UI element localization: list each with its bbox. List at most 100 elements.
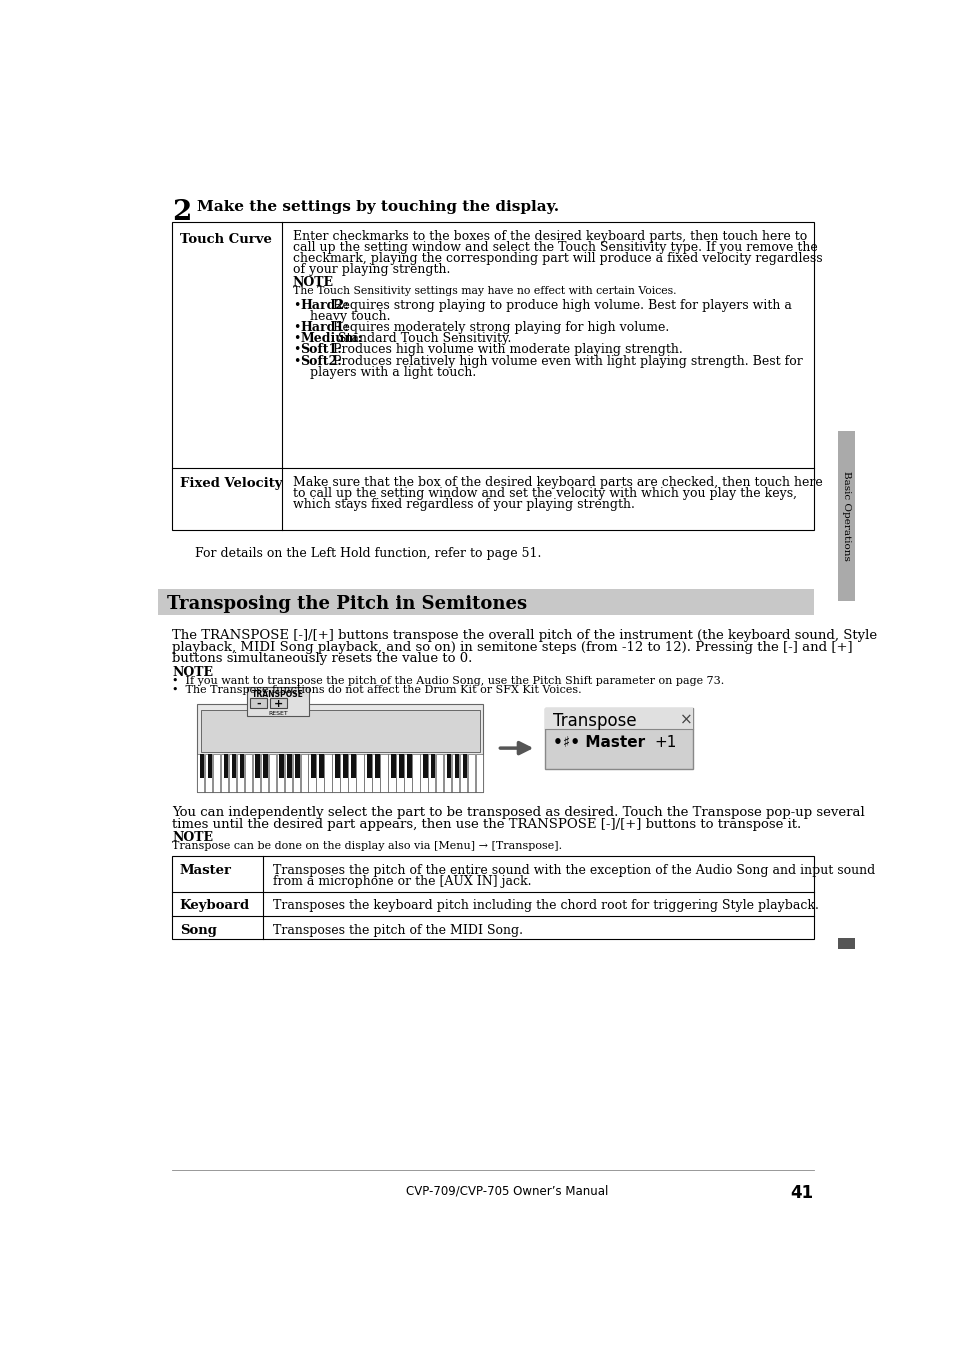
Text: checkmark, playing the corresponding part will produce a fixed velocity regardle: checkmark, playing the corresponding par… [293, 252, 821, 264]
Bar [380, 754, 387, 793]
Bar [351, 754, 355, 778]
Bar [199, 754, 204, 778]
Bar [462, 754, 467, 778]
Bar [250, 698, 267, 709]
Bar [388, 754, 395, 793]
Text: Requires strong playing to produce high volume. Best for players with a: Requires strong playing to produce high … [329, 299, 791, 311]
Bar [404, 754, 411, 793]
Bar [269, 754, 275, 793]
Bar [229, 754, 236, 793]
Text: Standard Touch Sensitivity.: Standard Touch Sensitivity. [334, 333, 511, 345]
Text: Produces high volume with moderate playing strength.: Produces high volume with moderate playi… [329, 344, 682, 356]
Bar [221, 754, 228, 793]
Text: Transpose can be done on the display also via [Menu] → [Transpose].: Transpose can be done on the display als… [172, 841, 561, 851]
Text: buttons simultaneously resets the value to 0.: buttons simultaneously resets the value … [172, 652, 472, 666]
Bar [324, 754, 332, 793]
Text: Transposing the Pitch in Semitones: Transposing the Pitch in Semitones [167, 596, 527, 613]
Bar [239, 754, 244, 778]
Bar [419, 754, 427, 793]
Bar [838, 938, 855, 949]
Text: which stays fixed regardless of your playing strength.: which stays fixed regardless of your pla… [293, 499, 634, 511]
Bar [208, 754, 213, 778]
Bar [284, 754, 292, 793]
Text: Produces relatively high volume even with light playing strength. Best for: Produces relatively high volume even wit… [329, 355, 801, 368]
Bar [375, 754, 379, 778]
Bar [270, 698, 287, 709]
Text: Hard2:: Hard2: [300, 299, 349, 311]
Bar [293, 754, 300, 793]
Text: Fixed Velocity: Fixed Velocity [179, 477, 282, 491]
Text: Transposes the keyboard pitch including the chord root for triggering Style play: Transposes the keyboard pitch including … [274, 899, 819, 913]
Text: Touch Curve: Touch Curve [179, 233, 272, 245]
Bar [335, 754, 339, 778]
Text: call up the setting window and select the Touch Sensitivity type. If you remove : call up the setting window and select th… [293, 241, 817, 253]
Text: Soft1:: Soft1: [300, 344, 342, 356]
Bar [545, 708, 692, 729]
Text: You can independently select the part to be transposed as desired. Touch the Tra: You can independently select the part to… [172, 806, 863, 820]
Text: from a microphone or the [AUX IN] jack.: from a microphone or the [AUX IN] jack. [274, 875, 532, 888]
Bar [295, 754, 300, 778]
Text: Master: Master [179, 864, 232, 878]
Text: Transpose: Transpose [553, 712, 637, 731]
Text: The Touch Sensitivity settings may have no effect with certain Voices.: The Touch Sensitivity settings may have … [293, 287, 676, 297]
Text: •: • [293, 344, 300, 356]
Text: RESET: RESET [268, 710, 288, 716]
Bar [364, 754, 372, 793]
Bar [391, 754, 395, 778]
Text: +1: +1 [654, 736, 677, 751]
Bar [412, 754, 419, 793]
Bar [158, 589, 813, 615]
Bar [422, 754, 427, 778]
Text: ×: × [679, 712, 693, 728]
Text: 41: 41 [790, 1185, 813, 1202]
Bar [300, 754, 308, 793]
Text: Make sure that the box of the desired keyboard parts are checked, then touch her: Make sure that the box of the desired ke… [293, 476, 821, 489]
Bar [172, 222, 813, 530]
Text: •♯• Master: •♯• Master [553, 736, 644, 751]
Bar [367, 754, 372, 778]
Bar [398, 754, 403, 778]
Bar [372, 754, 379, 793]
Bar [452, 754, 459, 793]
Text: Transposes the pitch of the entire sound with the exception of the Audio Song an: Transposes the pitch of the entire sound… [274, 864, 875, 878]
Text: •: • [293, 321, 300, 334]
Text: Make the settings by touching the display.: Make the settings by touching the displa… [196, 201, 558, 214]
Text: +: + [274, 700, 283, 709]
Text: playback, MIDI Song playback, and so on) in semitone steps (from -12 to 12). Pre: playback, MIDI Song playback, and so on)… [172, 640, 852, 654]
Bar [406, 754, 411, 778]
Bar [436, 754, 443, 793]
Bar [245, 754, 252, 793]
Bar [200, 710, 479, 752]
Text: times until the desired part appears, then use the TRANSPOSE [-]/[+] buttons to : times until the desired part appears, th… [172, 818, 801, 830]
Bar [311, 754, 315, 778]
Bar [476, 754, 483, 793]
Bar [332, 754, 339, 793]
Bar [232, 754, 236, 778]
Text: Basic Operations: Basic Operations [841, 470, 851, 561]
Bar [319, 754, 324, 778]
Bar [287, 754, 292, 778]
Text: •: • [293, 355, 300, 368]
Text: CVP-709/CVP-705 Owner’s Manual: CVP-709/CVP-705 Owner’s Manual [405, 1185, 607, 1197]
Bar [343, 754, 348, 778]
Text: NOTE: NOTE [172, 830, 213, 844]
Bar [253, 754, 260, 793]
Bar [428, 754, 435, 793]
Text: 2: 2 [172, 198, 192, 225]
Bar [459, 754, 467, 793]
Bar [236, 754, 244, 793]
Text: NOTE: NOTE [293, 276, 334, 290]
Text: Keyboard: Keyboard [179, 899, 250, 913]
Text: •: • [293, 299, 300, 311]
Text: Enter checkmarks to the boxes of the desired keyboard parts, then touch here to: Enter checkmarks to the boxes of the des… [293, 229, 806, 243]
Text: Medium:: Medium: [300, 333, 362, 345]
Text: •  The Transpose functions do not affect the Drum Kit or SFX Kit Voices.: • The Transpose functions do not affect … [172, 685, 581, 696]
Bar [172, 856, 813, 940]
Bar [279, 754, 284, 778]
Bar [467, 754, 475, 793]
Text: Requires moderately strong playing for high volume.: Requires moderately strong playing for h… [329, 321, 668, 334]
Bar [430, 754, 435, 778]
Bar [276, 754, 284, 793]
Bar [213, 754, 220, 793]
Text: Hard1:: Hard1: [300, 321, 349, 334]
